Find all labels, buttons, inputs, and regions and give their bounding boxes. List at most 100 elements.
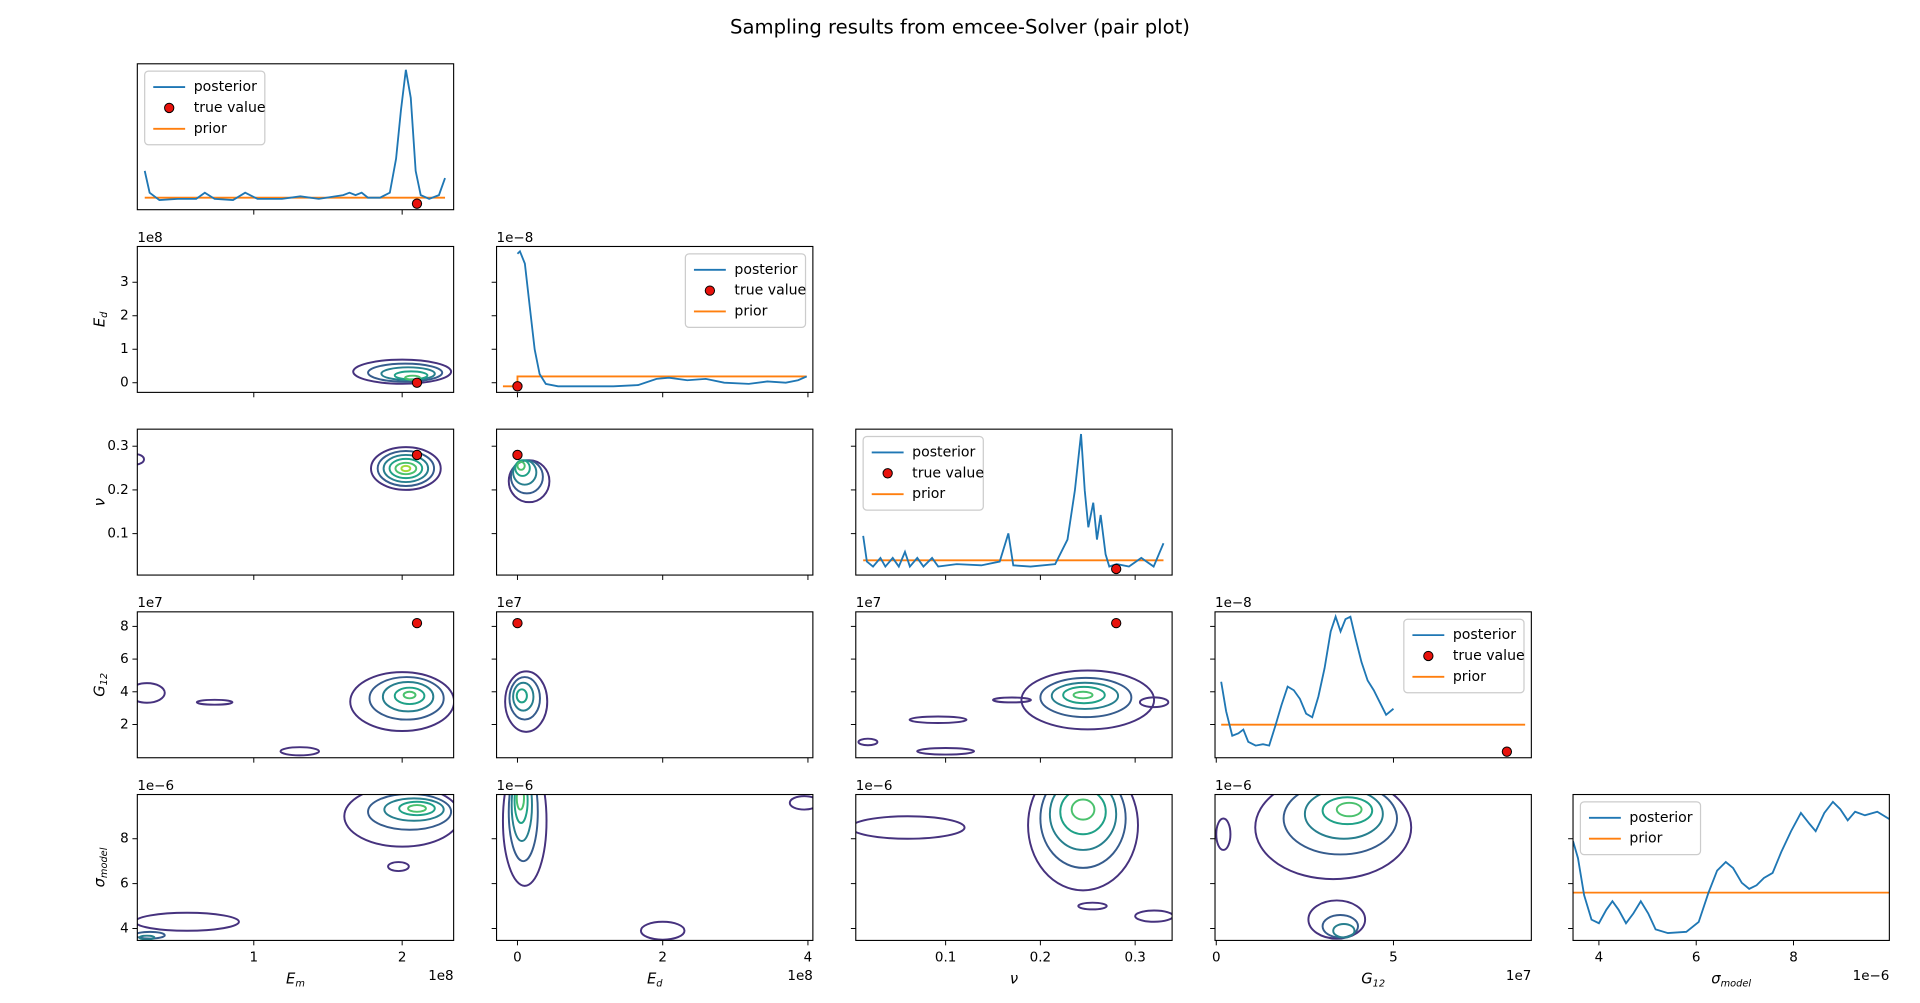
x-offset-label: 1e8: [428, 968, 453, 984]
panel-frame: [1214, 611, 1532, 759]
axis-symbol: E: [647, 971, 657, 988]
x-tick-label: 6: [1692, 950, 1701, 966]
x-tick-label: 4: [804, 950, 813, 966]
contour: [788, 795, 813, 811]
posterior-line: [143, 69, 446, 202]
contour: [1039, 794, 1127, 869]
contour: [1134, 909, 1173, 923]
contour: [137, 911, 240, 932]
legend: posterior true value prior: [684, 253, 806, 329]
contour: [1335, 801, 1363, 818]
contour: [387, 861, 410, 873]
panel-frame: [495, 611, 814, 759]
panel: [1215, 794, 1413, 940]
axis-subscript: model: [1721, 978, 1752, 989]
panel: [862, 433, 1165, 569]
x-tick-label: 2: [398, 950, 407, 966]
true-value-marker: [1111, 617, 1122, 629]
legend-label: true value: [194, 100, 266, 116]
y-tick-label: 0.2: [107, 482, 128, 498]
y-offset-label: 1e−8: [1215, 595, 1252, 611]
contour: [137, 453, 145, 466]
panel-frame: [1214, 793, 1532, 941]
panel: [501, 794, 813, 941]
contour: [138, 934, 156, 941]
y-tick-label: 2: [120, 716, 129, 732]
axis-subscript: model: [99, 847, 110, 878]
contour: [1050, 681, 1120, 710]
legend-label: posterior: [912, 444, 975, 460]
legend-box: [144, 70, 266, 146]
contour: [367, 794, 453, 831]
contour: [515, 688, 528, 704]
contour: [367, 362, 444, 383]
axis-label: Ed: [92, 311, 111, 327]
panel-frame: [495, 428, 814, 576]
panel: [1220, 613, 1526, 747]
legend-label: prior: [912, 486, 945, 502]
true-value-marker: [411, 617, 423, 629]
true-value-marker: [512, 617, 523, 629]
x-tick-label: 5: [1389, 950, 1398, 966]
panel: [137, 671, 454, 757]
axis-subscript: d: [99, 311, 110, 318]
y-tick-label: 2: [120, 308, 129, 324]
legend-label: posterior: [1629, 810, 1692, 826]
x-offset-label: 1e8: [787, 968, 812, 984]
legend-box: [862, 435, 984, 511]
y-tick-label: 0: [120, 375, 129, 391]
contour: [516, 460, 526, 471]
contour: [279, 746, 321, 757]
posterior-line: [1573, 800, 1890, 935]
contour: [507, 794, 539, 863]
contour: [1072, 690, 1094, 700]
contour: [382, 453, 430, 484]
x-offset-label: 1e7: [1506, 968, 1531, 984]
contour: [370, 446, 442, 491]
contour: [376, 450, 436, 487]
contour: [515, 794, 525, 811]
panel: [137, 446, 442, 491]
y-tick-label: 6: [120, 876, 129, 892]
contour: [388, 457, 424, 480]
panel-frame: [136, 63, 455, 211]
y-tick-label: 4: [120, 684, 129, 700]
y-offset-label: 1e−6: [856, 778, 893, 794]
contour: [352, 358, 453, 385]
legend-marker: [1423, 650, 1434, 662]
y-tick-label: 1: [120, 341, 129, 357]
panel-frame: [136, 611, 455, 759]
legend-label: prior: [1453, 669, 1486, 685]
contour: [855, 815, 966, 840]
axis-subscript: d: [656, 978, 663, 989]
axis-label: G12: [1361, 971, 1385, 990]
legend-label: posterior: [194, 79, 257, 95]
y-tick-label: 3: [120, 274, 129, 290]
contour: [383, 797, 445, 822]
legend-box: [1403, 618, 1525, 694]
panel-frame: [136, 793, 455, 941]
contour: [514, 459, 531, 477]
x-tick-label: 2: [658, 950, 667, 966]
panel-frame: [1572, 793, 1890, 941]
axis-subscript: m: [295, 978, 305, 989]
y-tick-label: 8: [120, 618, 129, 634]
contour: [1215, 817, 1232, 851]
y-offset-label: 1e−8: [497, 230, 534, 246]
contour: [404, 374, 421, 381]
axis-label: σmodel: [1711, 971, 1751, 990]
contour: [1307, 899, 1367, 940]
panel: [504, 670, 549, 733]
contour: [1321, 796, 1374, 826]
y-tick-label: 8: [120, 831, 129, 847]
axis-symbol: E: [286, 971, 296, 988]
x-tick-label: 0: [513, 950, 522, 966]
contour: [381, 680, 435, 713]
y-tick-label: 0.3: [107, 438, 128, 454]
legend-label: prior: [734, 303, 767, 319]
posterior-line: [516, 249, 808, 388]
contour: [393, 686, 426, 706]
contour: [504, 670, 549, 733]
x-tick-label: 0.3: [1124, 950, 1145, 966]
